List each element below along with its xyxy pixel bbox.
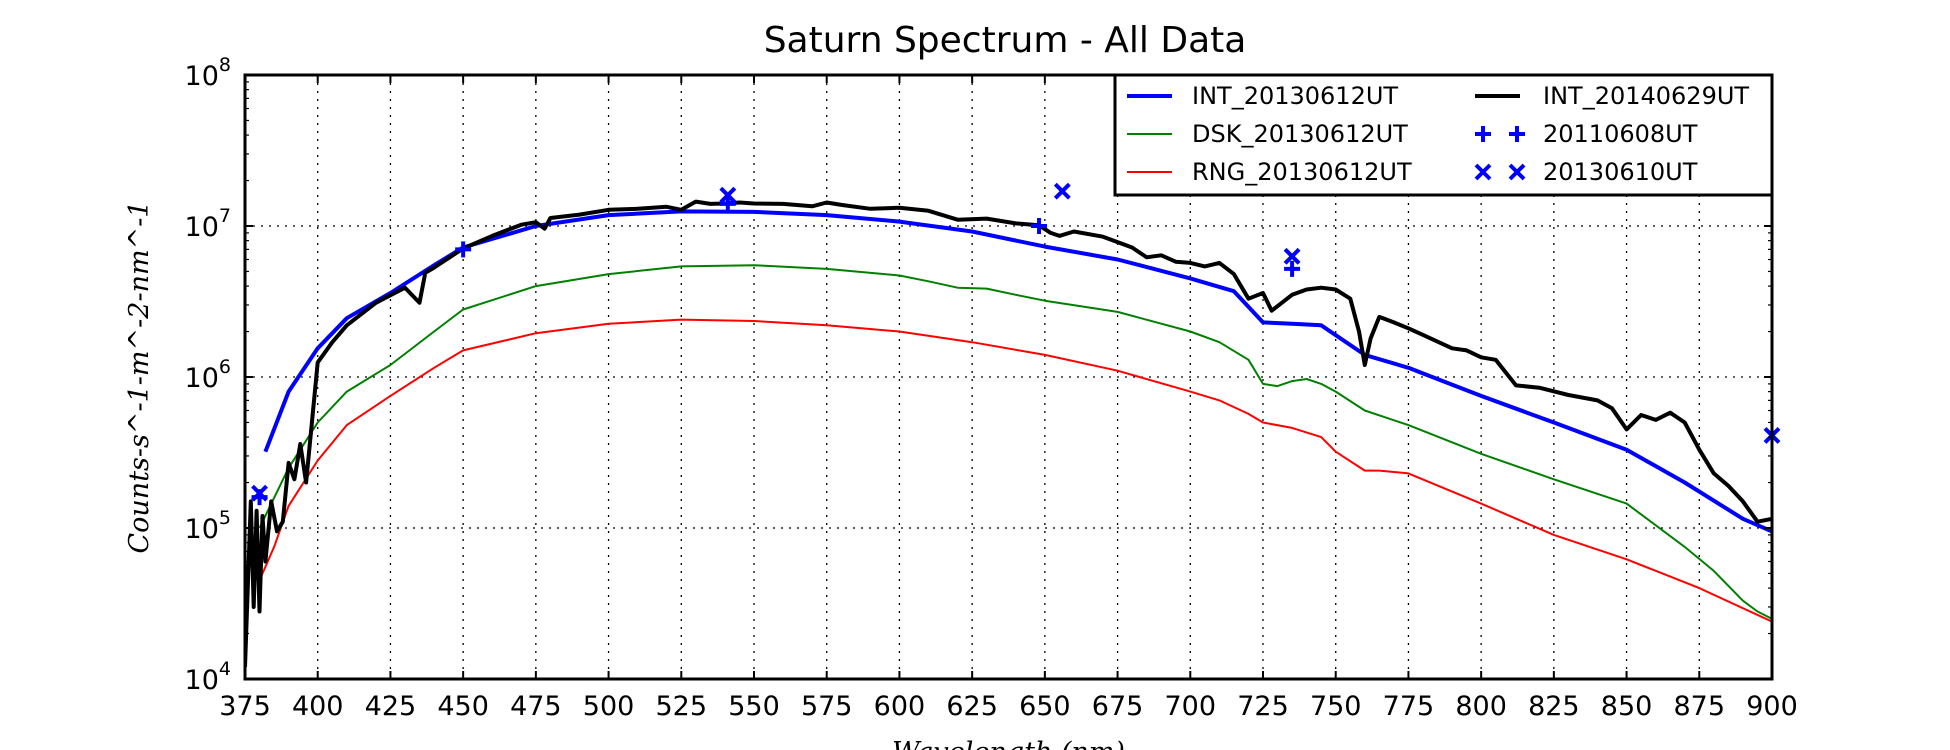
x-tick-label: 600 xyxy=(874,691,926,722)
x-tick-label: 750 xyxy=(1310,691,1362,722)
series-line-int_20140629ut xyxy=(245,199,1772,668)
legend-swatch-marker xyxy=(1508,163,1526,181)
y-axis-label: Counts-s^-1-m^-2-nm^-1 xyxy=(124,201,155,554)
legend-label: RNG_20130612UT xyxy=(1192,158,1412,186)
x-tick-label: 650 xyxy=(1019,691,1071,722)
x-tick-label: 625 xyxy=(946,691,998,722)
x-tick-label: 850 xyxy=(1601,691,1653,722)
x-tick-label: 375 xyxy=(219,691,271,722)
legend-swatch-marker xyxy=(1475,126,1491,142)
x-tick-label: 475 xyxy=(510,691,562,722)
data-point-20130610ut xyxy=(1283,247,1301,265)
data-point-20110608ut xyxy=(1284,260,1301,277)
series-line-rng_20130612ut xyxy=(258,318,1772,623)
x-tick-label: 775 xyxy=(1383,691,1435,722)
data-point-20110608ut xyxy=(1031,218,1048,234)
x-tick-label: 675 xyxy=(1092,691,1144,722)
x-tick-label: 575 xyxy=(801,691,853,722)
x-tick-label: 400 xyxy=(292,691,344,722)
y-tick-label: 107 xyxy=(185,205,231,243)
legend: INT_20130612UT DSK_20130612UT RNG_20130612… xyxy=(1113,73,1774,197)
legend-label: INT_20140629UT xyxy=(1543,82,1749,110)
data-point-20110608ut xyxy=(719,195,736,212)
x-tick-label: 500 xyxy=(583,691,635,722)
y-tick-label: 108 xyxy=(185,54,231,92)
x-tick-label: 900 xyxy=(1746,691,1798,722)
data-point-20130610ut xyxy=(1053,182,1071,200)
x-tick-label: 725 xyxy=(1237,691,1289,722)
data-point-20130610ut xyxy=(719,186,737,204)
y-tick-label: 106 xyxy=(185,356,231,394)
x-tick-label: 825 xyxy=(1528,691,1580,722)
axis-ticks: 375 400 425 450 475 500 525 550 575 600 625 650 675 7… xyxy=(185,54,1798,722)
legend-label: INT_20130612UT xyxy=(1192,82,1398,110)
x-tick-label: 525 xyxy=(656,691,708,722)
series-line-int_20130612ut xyxy=(263,209,1772,534)
grid-lines xyxy=(245,75,1772,679)
x-tick-label: 550 xyxy=(728,691,780,722)
x-tick-label: 450 xyxy=(437,691,489,722)
x-axis-label: Wavelength (nm) xyxy=(892,737,1125,750)
legend-swatch-marker xyxy=(1509,126,1525,142)
legend-label: 20130610UT xyxy=(1543,158,1698,186)
chart-title: Saturn Spectrum - All Data xyxy=(764,20,1247,61)
y-tick-label: 104 xyxy=(185,658,231,696)
series-line-dsk_20130612ut xyxy=(258,264,1772,620)
x-tick-label: 700 xyxy=(1165,691,1217,722)
plot-area xyxy=(245,182,1781,668)
x-tick-label: 875 xyxy=(1674,691,1726,722)
data-point-20130610ut xyxy=(251,484,268,502)
legend-box xyxy=(1113,73,1774,197)
legend-swatch-marker xyxy=(1474,163,1492,181)
legend-label: DSK_20130612UT xyxy=(1192,120,1408,148)
x-tick-label: 425 xyxy=(365,691,417,722)
x-tick-label: 800 xyxy=(1455,691,1507,722)
legend-label: 20110608UT xyxy=(1543,120,1698,148)
y-tick-label: 105 xyxy=(185,507,231,545)
data-point-20110608ut xyxy=(455,241,472,258)
